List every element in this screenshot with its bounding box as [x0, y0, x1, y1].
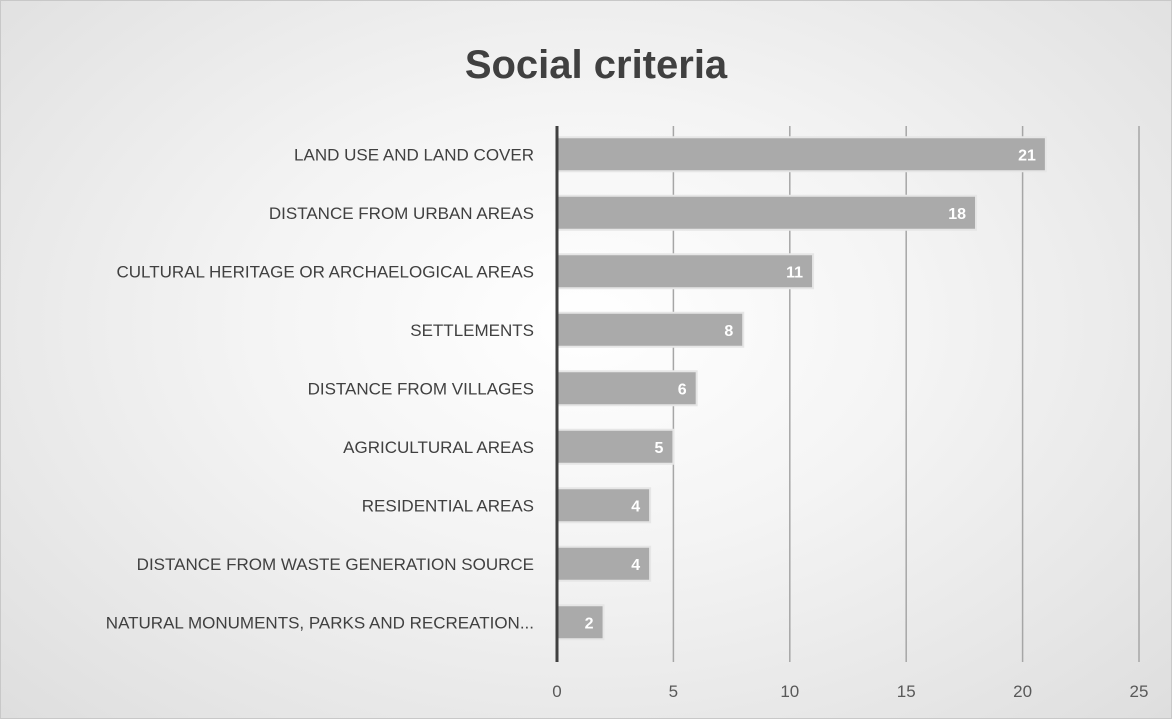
tick-labels: 0 5 10 15 20 25 — [552, 682, 1148, 701]
data-label: 18 — [948, 206, 966, 223]
data-label: 11 — [786, 264, 803, 281]
category-label: LAND USE AND LAND COVER — [294, 145, 534, 164]
data-label: 2 — [585, 615, 594, 632]
category-label: DISTANCE FROM WASTE GENERATION SOURCE — [137, 555, 534, 574]
data-label: 4 — [631, 498, 640, 515]
data-label: 6 — [678, 381, 687, 398]
bar — [556, 194, 978, 231]
chart-title: Social criteria — [465, 43, 728, 87]
category-label: DISTANCE FROM URBAN AREAS — [269, 204, 534, 223]
x-tick-label: 0 — [552, 682, 561, 701]
bar — [556, 428, 675, 465]
category-labels: LAND USE AND LAND COVER DISTANCE FROM URB… — [106, 145, 534, 632]
category-label: CULTURAL HERITAGE OR ARCHAELOGICAL AREAS — [116, 262, 534, 281]
x-tick-label: 20 — [1013, 682, 1032, 701]
bar — [556, 311, 745, 348]
x-tick-label: 10 — [780, 682, 799, 701]
data-label: 8 — [724, 323, 733, 340]
data-label: 21 — [1018, 147, 1036, 164]
x-tick-label: 25 — [1130, 682, 1149, 701]
bar — [556, 545, 652, 582]
category-label: DISTANCE FROM VILLAGES — [308, 379, 534, 398]
bar — [556, 136, 1047, 173]
bar — [556, 370, 698, 407]
x-tick-label: 5 — [669, 682, 678, 701]
bar — [556, 604, 605, 641]
category-label: SETTLEMENTS — [410, 321, 534, 340]
bars: 21 18 11 8 6 5 4 4 2 — [556, 136, 1047, 641]
data-label: 4 — [631, 557, 640, 574]
category-label: NATURAL MONUMENTS, PARKS AND RECREATION.… — [106, 613, 534, 632]
category-label: AGRICULTURAL AREAS — [343, 438, 534, 457]
category-label: RESIDENTIAL AREAS — [362, 496, 534, 515]
data-label: 5 — [654, 440, 663, 457]
bar — [556, 253, 815, 290]
x-tick-label: 15 — [897, 682, 916, 701]
